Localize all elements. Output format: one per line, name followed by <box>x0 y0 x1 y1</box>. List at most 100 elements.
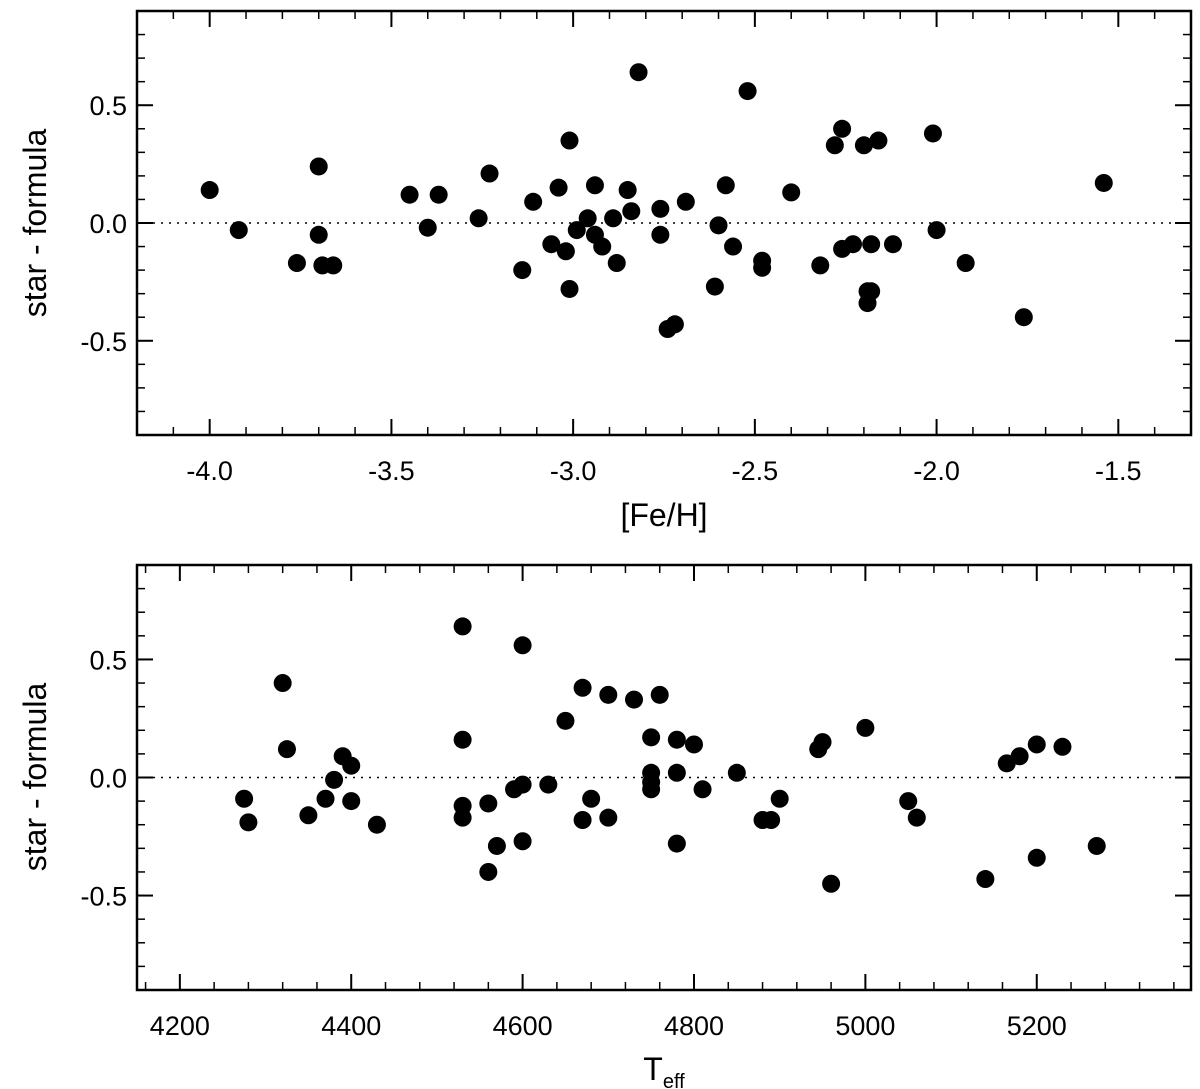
data-point <box>325 770 344 789</box>
data-point <box>487 836 506 855</box>
data-point <box>724 237 743 256</box>
data-point <box>324 256 343 275</box>
x-tick-label: -2.5 <box>732 456 779 486</box>
axis-ticks <box>136 10 1192 436</box>
y-tick-label: 0.0 <box>89 764 127 794</box>
data-point <box>542 235 561 254</box>
x-axis-label-main: T <box>643 1051 663 1087</box>
y-tick-label: -0.5 <box>80 882 127 912</box>
axis-ticks <box>137 564 1191 991</box>
data-point <box>629 63 648 82</box>
data-point <box>513 775 532 794</box>
data-point <box>599 808 618 827</box>
data-point <box>513 832 532 851</box>
data-point <box>556 711 575 730</box>
data-point <box>573 678 592 697</box>
data-point <box>342 756 361 775</box>
data-point <box>539 775 558 794</box>
data-point <box>453 617 472 636</box>
plot-frame <box>135 9 1193 437</box>
data-point <box>651 199 670 218</box>
x-tick-label: -4.0 <box>186 456 233 486</box>
data-point <box>825 136 844 155</box>
data-point <box>684 735 703 754</box>
data-point <box>642 780 661 799</box>
data-point <box>862 235 881 254</box>
x-tick-label: -3.5 <box>368 456 415 486</box>
data-point <box>883 235 902 254</box>
data-point <box>560 279 579 298</box>
data-point <box>239 813 258 832</box>
data-point <box>813 733 832 752</box>
x-tick-label: 5000 <box>835 1011 895 1041</box>
feh-panel: -4.0 -3.5 -3.0 -2.5 -2.0 -1.5 -0.5 0.0 0.5 [Fe/H… <box>17 9 1193 533</box>
data-point <box>513 636 532 655</box>
x-tick-label: 4800 <box>664 1011 724 1041</box>
data-point <box>1014 308 1033 327</box>
data-point <box>907 808 926 827</box>
data-point <box>229 221 248 240</box>
data-point <box>650 685 669 704</box>
data-point <box>651 225 670 244</box>
data-point <box>738 82 757 101</box>
data-point <box>479 862 498 881</box>
data-point <box>899 792 918 811</box>
data-point <box>607 254 626 273</box>
data-point <box>549 178 568 197</box>
data-point <box>716 176 735 195</box>
data-point <box>235 789 254 808</box>
data-point <box>843 235 862 254</box>
data-point <box>976 870 995 889</box>
data-point <box>1027 735 1046 754</box>
data-point <box>727 763 746 782</box>
data-point <box>479 794 498 813</box>
data-point <box>1087 836 1106 855</box>
data-point <box>618 181 637 200</box>
x-tick-label: -3.0 <box>550 456 597 486</box>
teff-panel: 4200 4400 4600 4800 5000 5200-0.50.00.5 Teff … <box>17 563 1193 1089</box>
data-point <box>811 256 830 275</box>
data-point <box>642 728 661 747</box>
y-tick-label: 0.5 <box>89 91 127 121</box>
data-point <box>418 218 437 237</box>
data-point <box>582 789 601 808</box>
data-point <box>856 718 875 737</box>
data-point <box>762 811 781 829</box>
data-points <box>200 63 1113 338</box>
data-point <box>667 834 686 853</box>
x-axis-label: Teff <box>643 1051 685 1089</box>
x-tick-label: 4200 <box>150 1011 210 1041</box>
x-tick-label: 5200 <box>1007 1011 1067 1041</box>
data-point <box>709 216 728 235</box>
data-point <box>956 254 975 273</box>
plot-frame <box>135 563 1193 992</box>
data-point <box>469 209 488 228</box>
data-point <box>453 730 472 749</box>
x-tick-label: -1.5 <box>1095 456 1142 486</box>
x-tick-label: 4400 <box>321 1011 381 1041</box>
x-tick-label: 4600 <box>493 1011 553 1041</box>
data-point <box>833 119 852 138</box>
data-point <box>1094 173 1113 192</box>
y-tick-label: 0.0 <box>89 209 127 239</box>
data-point <box>429 185 448 204</box>
x-axis-label: [Fe/H] <box>620 497 707 533</box>
data-point <box>927 221 946 240</box>
data-point <box>400 185 419 204</box>
data-point <box>573 811 592 829</box>
data-points <box>235 617 1106 893</box>
data-point <box>567 221 586 240</box>
y-axis-label: star - formula <box>17 129 53 318</box>
data-point <box>782 183 801 202</box>
data-point <box>667 730 686 749</box>
data-point <box>705 277 724 296</box>
data-point <box>604 209 623 228</box>
data-point <box>367 815 386 834</box>
data-point <box>273 674 292 693</box>
data-point <box>309 157 328 176</box>
data-point <box>625 690 644 709</box>
data-point <box>676 192 695 211</box>
x-axis-label-subscript: eff <box>663 1071 685 1089</box>
data-point <box>599 685 618 704</box>
data-point <box>585 176 604 195</box>
